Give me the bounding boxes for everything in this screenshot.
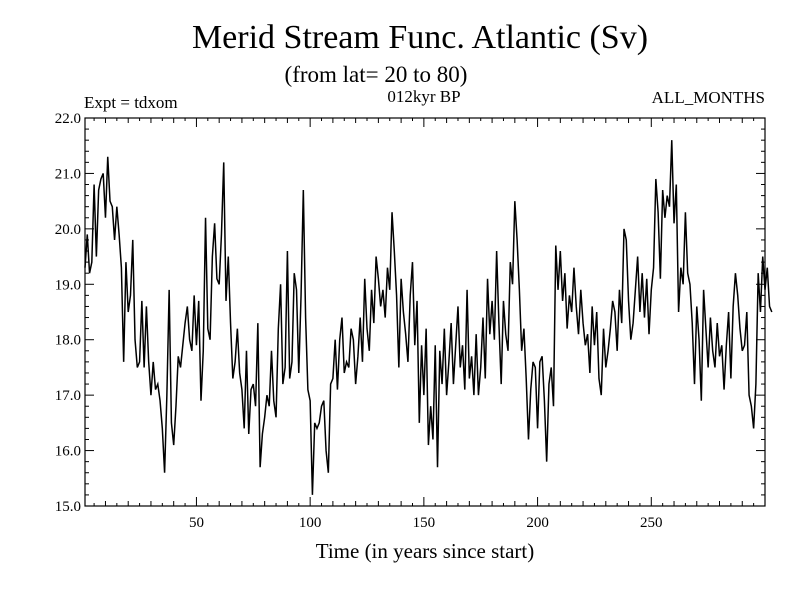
y-tick-label: 16.0 [55,444,81,460]
y-tick-label: 19.0 [55,277,81,293]
y-tick-label: 20.0 [55,222,81,238]
series-line [84,140,773,495]
x-tick-label: 150 [413,515,436,531]
plot-area: 50 100 150 200 250 15.0 16.0 17.0 18.0 19.0 20.0 21… [55,111,773,531]
axis-tick-labels: 50 100 150 200 250 15.0 16.0 17.0 18.0 19.0 20.0 21… [55,111,663,531]
header-center: 012kyr BP [387,87,460,106]
chart-subtitle: (from lat= 20 to 80) [285,62,468,87]
y-tick-label: 17.0 [55,388,81,404]
y-tick-label: 15.0 [55,499,81,515]
x-tick-label: 200 [526,515,549,531]
header-right: ALL_MONTHS [652,88,765,107]
x-tick-label: 100 [299,515,322,531]
plot-frame [84,117,766,507]
y-tick-label: 22.0 [55,111,81,127]
header-left: Expt = tdxom [84,93,178,112]
chart-title: Merid Stream Func. Atlantic (Sv) [192,19,648,56]
x-axis-label: Time (in years since start) [316,539,535,563]
y-tick-label: 18.0 [55,333,81,349]
x-tick-label: 50 [189,515,204,531]
axis-ticks [85,117,765,507]
y-tick-label: 21.0 [55,166,81,182]
x-tick-label: 250 [640,515,663,531]
